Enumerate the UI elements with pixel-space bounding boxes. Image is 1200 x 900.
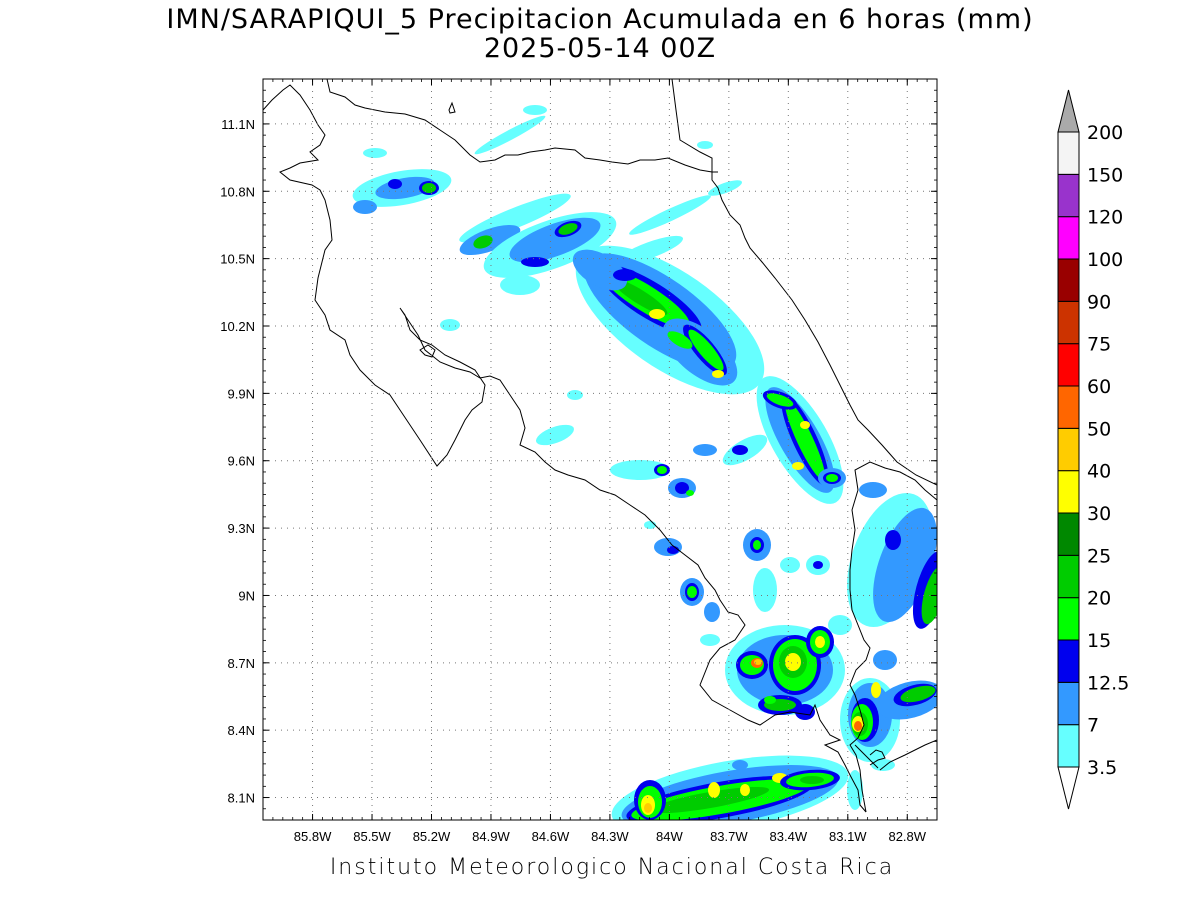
colorbar-swatch bbox=[1057, 216, 1080, 260]
lon-tick-label: 83.1W bbox=[829, 829, 867, 844]
lon-tick-label: 83.7W bbox=[710, 829, 748, 844]
lon-tick-label: 84.9W bbox=[472, 829, 510, 844]
colorbar-swatch bbox=[1057, 554, 1080, 599]
colorbar-level-label: 120 bbox=[1087, 207, 1123, 229]
colorbar-arrow-low bbox=[1057, 766, 1080, 810]
footer-credit: Instituto Meteorologico Nacional Costa R… bbox=[329, 855, 895, 880]
precipitation-field bbox=[352, 105, 937, 820]
precip-cells-mid bbox=[610, 460, 830, 646]
colorbar-level-label: 100 bbox=[1087, 249, 1123, 271]
colorbar-level-label: 200 bbox=[1087, 122, 1123, 144]
pacific-coast-guanacaste bbox=[263, 84, 867, 813]
panama-border bbox=[849, 461, 937, 813]
map-title: IMN/SARAPIQUI_5 Precipitacion Acumulada … bbox=[166, 4, 1034, 35]
lon-tick-label: 85.5W bbox=[353, 829, 391, 844]
colorbar-arrow-high bbox=[1057, 89, 1080, 133]
colorbar-swatch bbox=[1057, 258, 1080, 302]
coastlines-and-borders bbox=[263, 79, 937, 813]
caribbean-coast-nicaragua bbox=[671, 79, 937, 486]
lat-tick-label: 10.5N bbox=[220, 252, 255, 267]
lon-tick-label: 84.3W bbox=[591, 829, 629, 844]
colorbar-swatch bbox=[1057, 385, 1080, 429]
precip-band-southeast-edge bbox=[847, 482, 937, 629]
colorbar-swatch bbox=[1057, 343, 1080, 387]
colorbar-swatch bbox=[1057, 681, 1080, 726]
panama-coast-lower bbox=[854, 744, 879, 769]
lat-tick-label: 8.4N bbox=[228, 723, 255, 738]
colorbar-swatch bbox=[1057, 300, 1080, 345]
lat-tick-label: 9.9N bbox=[228, 386, 255, 401]
colorbar-level-label: 7 bbox=[1087, 715, 1099, 737]
axis-ticks: 85.8W 85.5W 85.2W 84.9W 84.6W 84.3W 84W 83.7W 83… bbox=[220, 79, 938, 844]
colorbar-level-label: 40 bbox=[1087, 461, 1111, 483]
lon-tick-label: 84.6W bbox=[532, 829, 570, 844]
colorbar-level-label: 90 bbox=[1087, 291, 1111, 313]
colorbar-swatch bbox=[1057, 597, 1080, 641]
precip-band-bottom bbox=[611, 755, 849, 820]
colorbar-level-label: 60 bbox=[1087, 376, 1111, 398]
lon-tick-label: 85.8W bbox=[294, 829, 332, 844]
lat-tick-label: 8.7N bbox=[228, 656, 255, 671]
colorbar-level-label: 30 bbox=[1087, 503, 1111, 525]
colorbar-swatch bbox=[1057, 470, 1080, 514]
colorbar-swatch bbox=[1057, 173, 1080, 218]
nicoya-island bbox=[419, 344, 436, 358]
lon-tick-label: 82.8W bbox=[888, 829, 926, 844]
lon-tick-label: 83.4W bbox=[770, 829, 808, 844]
lat-tick-label: 9N bbox=[238, 588, 255, 603]
lat-tick-label: 9.6N bbox=[228, 454, 255, 469]
precip-band-east bbox=[536, 376, 846, 504]
colorbar-level-label: 75 bbox=[1087, 334, 1111, 356]
colorbar-level-label: 25 bbox=[1087, 545, 1111, 567]
colorbar-swatch bbox=[1057, 512, 1080, 556]
lat-tick-label: 9.3N bbox=[228, 521, 255, 536]
nicaragua-border bbox=[326, 79, 718, 173]
map-grid bbox=[263, 79, 937, 820]
colorbar-level-label: 15 bbox=[1087, 630, 1111, 652]
precip-band-north bbox=[352, 105, 743, 331]
colorbar-level-label: 20 bbox=[1087, 588, 1111, 610]
colorbar-swatch bbox=[1057, 639, 1080, 683]
lat-tick-label: 11.1N bbox=[221, 117, 255, 132]
lat-tick-label: 10.8N bbox=[220, 184, 255, 199]
colorbar-swatch bbox=[1057, 131, 1080, 175]
lat-tick-label: 8.1N bbox=[228, 791, 255, 806]
precip-band-central bbox=[572, 245, 765, 395]
lon-tick-label: 84W bbox=[656, 829, 683, 844]
colorbar-level-label: 150 bbox=[1087, 164, 1123, 186]
panama-pacific-coast bbox=[879, 739, 937, 771]
colorbar-level-label: 12.5 bbox=[1087, 672, 1129, 694]
panama-coast-east bbox=[869, 749, 886, 766]
precip-cells-south bbox=[725, 615, 937, 810]
colorbar-swatch bbox=[1057, 427, 1080, 472]
lake-island bbox=[448, 101, 456, 114]
map-subtitle-datetime: 2025-05-14 00Z bbox=[483, 33, 717, 64]
colorbar-level-label: 50 bbox=[1087, 418, 1111, 440]
lat-tick-label: 10.2N bbox=[220, 319, 255, 334]
colorbar-swatch bbox=[1057, 724, 1080, 768]
lon-tick-label: 85.2W bbox=[413, 829, 451, 844]
colorbar-level-label: 3.5 bbox=[1087, 757, 1117, 779]
colorbar: 3.5 7 12.5 15 20 25 30 40 50 60 75 90 100 120 150 200 bbox=[1057, 89, 1129, 810]
